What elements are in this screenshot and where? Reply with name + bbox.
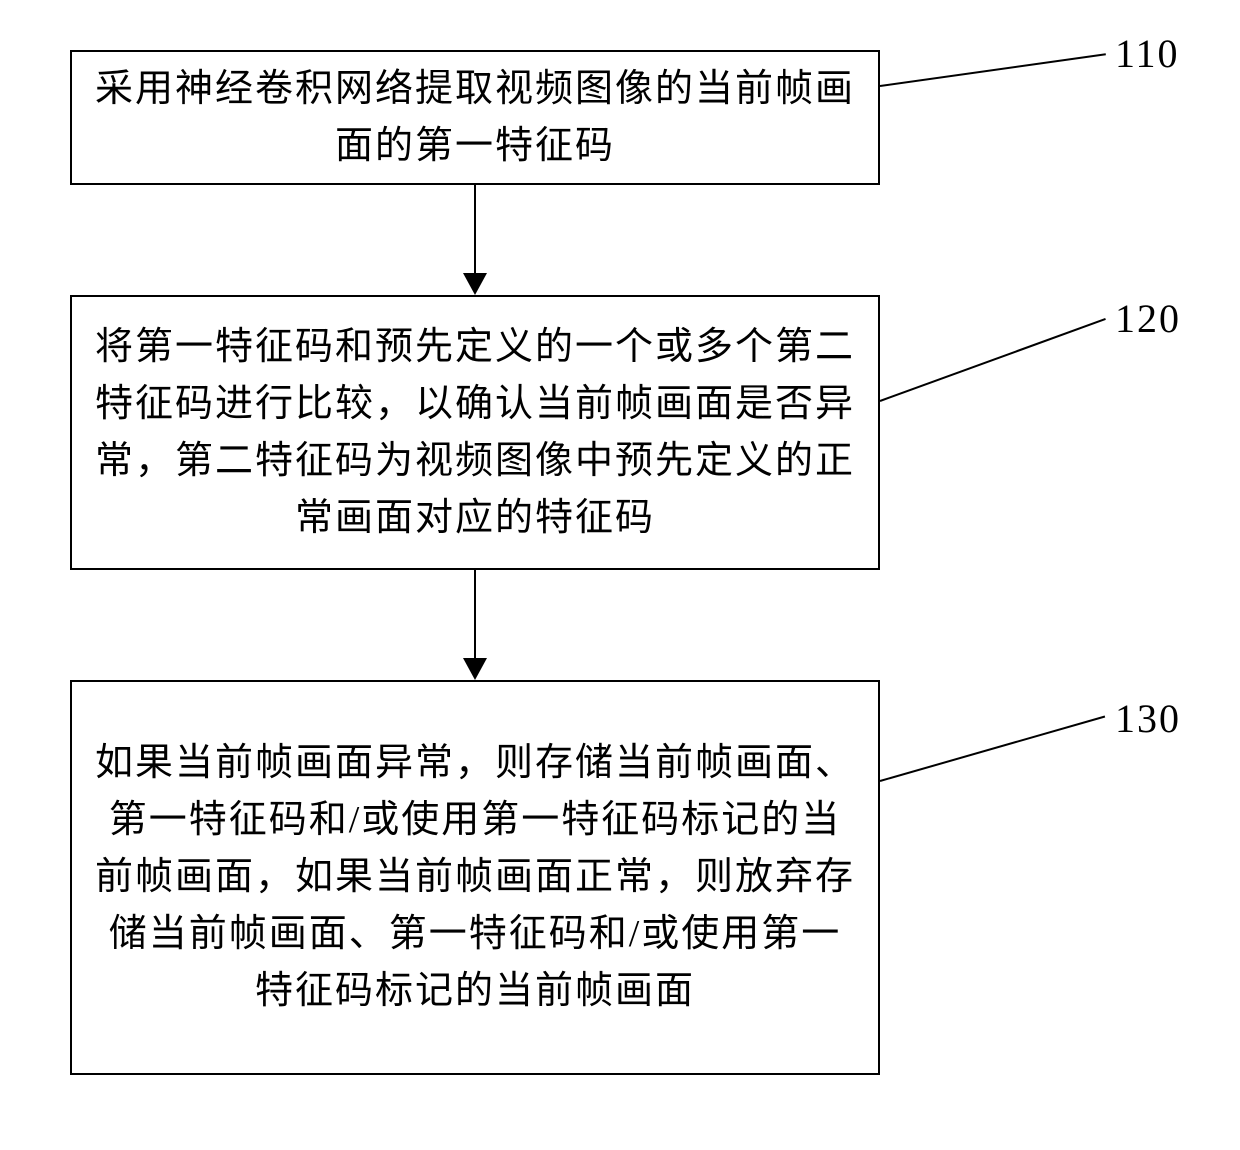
step-label-130: 130 — [1115, 695, 1181, 742]
node-text: 如果当前帧画面异常，则存储当前帧画面、第一特征码和/或使用第一特征码标记的当前帧… — [92, 735, 858, 1020]
flowchart-container: 采用神经卷积网络提取视频图像的当前帧画面的第一特征码 110 将第一特征码和预先… — [0, 0, 1240, 1150]
arrow-1-2 — [474, 185, 476, 273]
step-label-110: 110 — [1115, 30, 1180, 77]
arrow-head-2-3 — [463, 658, 487, 680]
arrow-2-3 — [474, 570, 476, 658]
node-text: 将第一特征码和预先定义的一个或多个第二特征码进行比较，以确认当前帧画面是否异常，… — [92, 319, 858, 547]
step-label-120: 120 — [1115, 295, 1181, 342]
arrow-head-1-2 — [463, 273, 487, 295]
node-text: 采用神经卷积网络提取视频图像的当前帧画面的第一特征码 — [92, 61, 858, 175]
flowchart-node-step3: 如果当前帧画面异常，则存储当前帧画面、第一特征码和/或使用第一特征码标记的当前帧… — [70, 680, 880, 1075]
connector-line-1 — [880, 53, 1106, 87]
connector-line-2 — [880, 318, 1106, 402]
flowchart-node-step2: 将第一特征码和预先定义的一个或多个第二特征码进行比较，以确认当前帧画面是否异常，… — [70, 295, 880, 570]
connector-line-3 — [880, 716, 1105, 782]
flowchart-node-step1: 采用神经卷积网络提取视频图像的当前帧画面的第一特征码 — [70, 50, 880, 185]
label-text: 110 — [1115, 31, 1180, 76]
label-text: 130 — [1115, 696, 1181, 741]
label-text: 120 — [1115, 296, 1181, 341]
